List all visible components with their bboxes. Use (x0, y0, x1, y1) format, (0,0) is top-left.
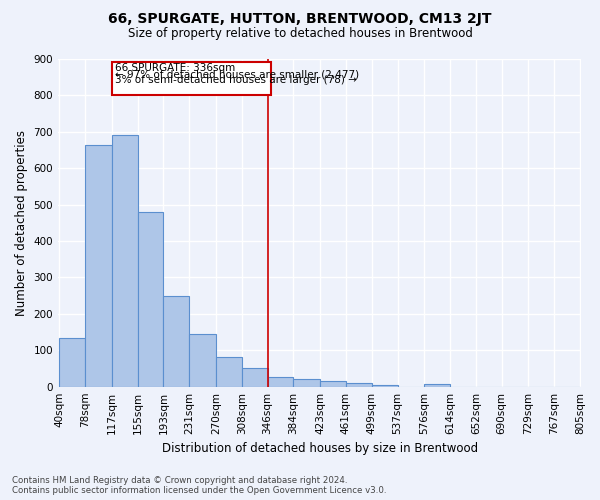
Text: 66 SPURGATE: 336sqm: 66 SPURGATE: 336sqm (115, 63, 235, 73)
Text: 3% of semi-detached houses are larger (78) →: 3% of semi-detached houses are larger (7… (115, 76, 356, 86)
Text: ← 97% of detached houses are smaller (2,477): ← 97% of detached houses are smaller (2,… (115, 69, 359, 79)
Text: Size of property relative to detached houses in Brentwood: Size of property relative to detached ho… (128, 28, 472, 40)
Bar (85, 144, 112, 386)
Y-axis label: Number of detached properties: Number of detached properties (15, 130, 28, 316)
Bar (112, 136, 137, 386)
Bar (112, 62, 271, 96)
Text: 66, SPURGATE, HUTTON, BRENTWOOD, CM13 2JT: 66, SPURGATE, HUTTON, BRENTWOOD, CM13 2J… (108, 12, 492, 26)
Bar (424, 384, 450, 386)
Bar (293, 378, 320, 386)
Bar (320, 381, 346, 386)
Bar (137, 212, 163, 386)
Bar (268, 377, 293, 386)
Bar (59, 338, 85, 386)
Text: Contains HM Land Registry data © Crown copyright and database right 2024.
Contai: Contains HM Land Registry data © Crown c… (12, 476, 386, 495)
Bar (216, 357, 242, 386)
Bar (371, 385, 398, 386)
Bar (190, 334, 216, 386)
Bar (346, 383, 371, 386)
Bar (163, 296, 190, 386)
X-axis label: Distribution of detached houses by size in Brentwood: Distribution of detached houses by size … (161, 442, 478, 455)
Bar (242, 368, 268, 386)
